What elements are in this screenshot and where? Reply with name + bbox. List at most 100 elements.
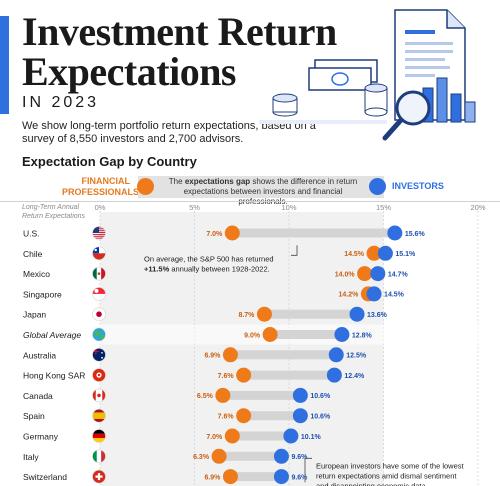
professionals-dot (211, 448, 227, 464)
investors-value-label: 12.5% (346, 353, 367, 360)
annotation-leader-line (304, 457, 312, 483)
europe-annotation-line-3: and disappointing economic data. (316, 481, 428, 486)
x-tick-label: 5% (189, 203, 200, 212)
investors-dot (273, 448, 289, 464)
gap-bar (230, 350, 337, 360)
legend-investors-label: INVESTORS (392, 181, 444, 191)
x-tick-label: 10% (281, 203, 296, 212)
sp500-annotation-line-1: On average, the S&P 500 has returned (144, 254, 274, 263)
country-label: Switzerland (23, 472, 67, 482)
professionals-value-label: 7.0% (206, 434, 223, 441)
flag-es-icon (92, 408, 106, 423)
sp500-annotation-line-2: +11.5% annually between 1928-2022. (144, 264, 270, 273)
title-line-2: Expectations (22, 49, 237, 94)
flag-it-icon (92, 449, 106, 464)
gap-bar (232, 431, 291, 441)
professionals-value-label: 14.5% (344, 251, 365, 258)
y-axis-label: Long-Term Annual (22, 204, 80, 211)
flag-hk-icon (92, 368, 106, 382)
x-tick-label: 15% (376, 203, 391, 212)
investors-dot (292, 408, 308, 424)
expectation-gap-chart: 0% 5% 10% 15% 20% Long-Term Annual Return Expe… (0, 203, 500, 486)
legend-professionals-line-2: PROFESSIONALS (62, 187, 140, 197)
legend-gap-strip (138, 176, 384, 198)
gap-bar (243, 411, 301, 421)
flag-jp-icon (92, 307, 106, 322)
investors-dot (283, 428, 299, 444)
investors-value-label: 14.7% (388, 271, 409, 278)
investors-dot (377, 245, 393, 261)
professionals-dot (224, 428, 240, 444)
europe-annotation-line-2: return expectations amid dismal sentimen… (316, 471, 457, 480)
section-divider (0, 201, 500, 202)
page-subtitle: IN 2023 (22, 94, 100, 111)
investors-value-label: 12.8% (352, 332, 373, 339)
investors-value-label: 15.6% (405, 231, 426, 238)
professionals-value-label: 6.9% (204, 353, 221, 360)
professionals-dot (357, 266, 373, 282)
gap-bar (232, 228, 395, 238)
title-accent-bar (0, 16, 9, 114)
professionals-dot (236, 367, 252, 383)
professionals-value-label: 6.5% (197, 393, 214, 400)
section-title: Expectation Gap by Country (22, 154, 197, 169)
flag-cl-icon (92, 246, 106, 261)
professionals-value-label: 7.0% (206, 231, 223, 238)
legend-note-before: The (168, 177, 185, 186)
gap-bar (222, 390, 301, 400)
page-title: Investment Return Expectations (22, 12, 337, 92)
professionals-dot (256, 306, 272, 322)
investors-dot (366, 286, 382, 302)
flag-ca-icon (92, 388, 106, 403)
europe-annotation-line-1: European investors have some of the lowe… (316, 461, 464, 470)
investors-value-label: 10.1% (301, 434, 322, 441)
legend-professionals-line-1: FINANCIAL (81, 176, 131, 186)
global-average-row-highlight (0, 324, 500, 345)
country-label: Spain (23, 411, 45, 421)
professionals-dot (262, 327, 278, 342)
flag-us-icon (92, 226, 106, 240)
x-tick-label: 20% (470, 203, 485, 212)
investors-dot (273, 469, 289, 485)
investors-dot (349, 306, 365, 322)
country-label: Singapore (23, 289, 62, 299)
professionals-dot (366, 245, 382, 261)
professionals-value-label: 14.2% (339, 292, 360, 299)
country-label: Italy (23, 452, 39, 462)
y-axis-label: Return Expectations (22, 213, 86, 220)
country-label: Japan (23, 310, 46, 320)
country-label: Chile (23, 249, 43, 259)
professionals-value-label: 6.9% (204, 474, 221, 481)
investors-value-label: 13.6% (367, 312, 388, 319)
investors-value-label: 9.6% (291, 474, 308, 481)
flag-globe-icon (92, 327, 106, 342)
legend-note-bold: expectations gap (184, 177, 251, 186)
x-tick-label: 0% (95, 203, 106, 212)
gap-bar (264, 309, 358, 319)
investors-value-label: 14.5% (384, 292, 405, 299)
country-label: Mexico (23, 269, 50, 279)
country-label: Canada (23, 391, 53, 401)
country-label: Global Average (23, 330, 81, 340)
professionals-value-label: 7.6% (218, 414, 235, 421)
investors-dot (370, 266, 386, 282)
title-line-1: Investment Return (22, 9, 337, 54)
professionals-dot (236, 408, 252, 424)
flag-mx-icon (92, 266, 106, 281)
investors-value-label: 15.1% (395, 251, 416, 258)
investors-value-label: 10.6% (310, 414, 331, 421)
investors-dot (334, 327, 350, 342)
flag-ch-icon (92, 469, 106, 484)
investors-value-label: 10.6% (310, 393, 331, 400)
investors-dot (328, 347, 344, 363)
investment-illustration-icon (259, 9, 476, 141)
legend-professionals-label: FINANCIAL PROFESSIONALS (62, 176, 139, 198)
professionals-value-label: 8.7% (238, 312, 255, 319)
investors-value-label: 9.6% (291, 454, 308, 461)
gap-bar (219, 451, 282, 461)
investors-dot (387, 225, 403, 241)
professionals-value-label: 7.6% (218, 373, 235, 380)
country-label: Australia (23, 350, 56, 360)
professionals-value-label: 14.0% (335, 271, 356, 278)
professionals-dot (215, 387, 231, 403)
